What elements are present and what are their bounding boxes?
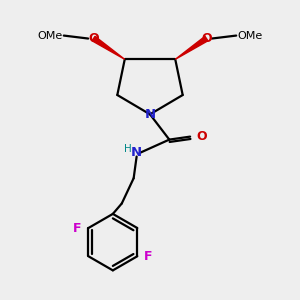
- Text: O: O: [201, 32, 212, 45]
- Text: N: N: [144, 108, 156, 121]
- Text: F: F: [144, 250, 152, 263]
- Text: O: O: [88, 32, 99, 45]
- Text: O: O: [197, 130, 207, 143]
- Text: F: F: [74, 221, 82, 235]
- Text: H: H: [124, 144, 132, 154]
- Text: OMe: OMe: [37, 31, 62, 40]
- Text: N: N: [131, 146, 142, 160]
- Text: OMe: OMe: [238, 31, 263, 40]
- Polygon shape: [92, 36, 125, 59]
- Polygon shape: [175, 36, 208, 59]
